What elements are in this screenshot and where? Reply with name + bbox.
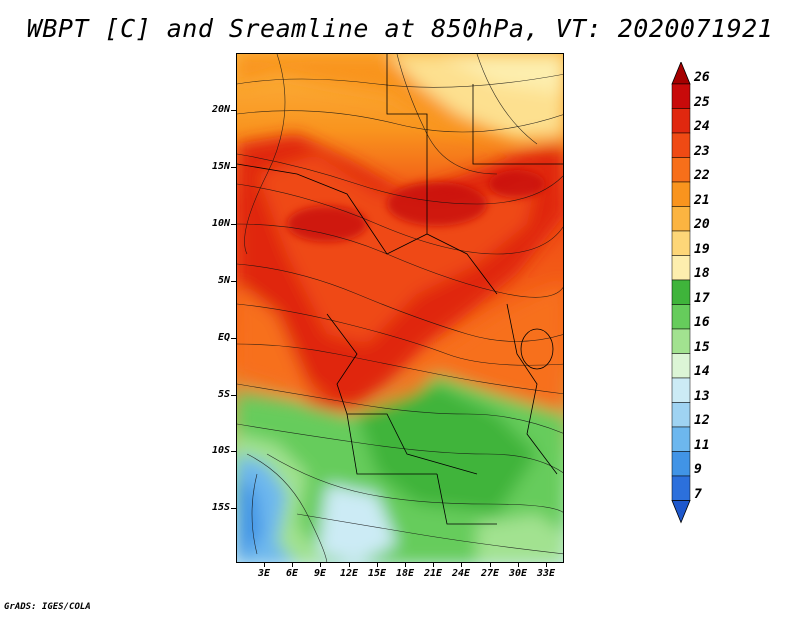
colorbar-swatch: [671, 353, 691, 379]
colorbar-swatch: [671, 402, 691, 428]
colorbar-label: 12: [694, 413, 710, 428]
colorbar-swatch: [671, 451, 691, 477]
lon-label-6e: 6E: [285, 568, 299, 579]
colorbar-swatch: [671, 328, 691, 354]
streamlines: [237, 54, 563, 562]
colorbar-swatch: [671, 206, 691, 232]
colorbar-label: 24: [694, 119, 710, 134]
colorbar-top-arrow: [671, 60, 691, 85]
colorbar-label: 16: [694, 315, 710, 330]
colorbar-label: 7: [694, 486, 702, 502]
colorbar-swatch: [671, 377, 691, 403]
colorbar-swatch: [671, 230, 691, 256]
lon-tick: [461, 563, 462, 567]
lon-tick: [292, 563, 293, 567]
lat-tick: [231, 110, 236, 111]
lat-tick: [231, 338, 236, 339]
lon-label-33e: 33E: [536, 568, 556, 579]
wbpt-field: [237, 54, 563, 562]
lat-label-15n: 15N: [211, 161, 230, 172]
colorbar-swatch: [671, 181, 691, 207]
lat-tick: [231, 451, 236, 452]
colorbar-swatch: [671, 157, 691, 183]
lat-label-eq: EQ: [217, 332, 230, 343]
lon-tick: [518, 563, 519, 567]
colorbar-swatch: [671, 279, 691, 305]
colorbar-swatch: [671, 255, 691, 281]
map-panel: [236, 53, 564, 563]
lon-tick: [546, 563, 547, 567]
lat-label-5s: 5S: [217, 389, 230, 400]
colorbar-graphic: [671, 60, 691, 524]
colorbar-label: 23: [694, 143, 710, 159]
lon-tick: [349, 563, 350, 567]
colorbar: [671, 60, 691, 562]
lon-tick: [433, 563, 434, 567]
colorbar-swatch: [671, 475, 691, 501]
lat-tick: [231, 395, 236, 396]
colorbar-label: 15: [694, 339, 710, 355]
lon-label-3e: 3E: [257, 568, 271, 579]
lake-outline: [520, 328, 554, 370]
lon-label-21e: 21E: [423, 568, 443, 579]
lon-label-18e: 18E: [395, 568, 415, 579]
colorbar-label: 20: [694, 217, 710, 232]
colorbar-swatch: [671, 83, 691, 109]
lon-label-12e: 12E: [339, 568, 359, 579]
lat-label-10n: 10N: [211, 218, 230, 229]
lat-label-20n: 20N: [211, 104, 230, 115]
colorbar-label: 11: [694, 437, 710, 453]
chart-title: WBPT [C] and Sreamline at 850hPa, VT: 20…: [26, 14, 774, 43]
lon-tick: [377, 563, 378, 567]
lon-label-30e: 30E: [508, 568, 528, 579]
lat-tick: [231, 508, 236, 509]
lon-tick: [490, 563, 491, 567]
colorbar-label: 25: [694, 94, 710, 110]
colorbar-label: 26: [694, 70, 710, 85]
lat-tick: [231, 224, 236, 225]
colorbar-label: 19: [694, 241, 710, 257]
colorbar-swatch: [671, 304, 691, 330]
lat-label-15s: 15S: [211, 502, 230, 513]
lon-label-27e: 27E: [480, 568, 500, 579]
lon-label-24e: 24E: [451, 568, 471, 579]
lon-tick: [320, 563, 321, 567]
lat-label-5n: 5N: [217, 275, 230, 286]
lat-tick: [231, 167, 236, 168]
colorbar-swatch: [671, 426, 691, 452]
lat-tick: [231, 281, 236, 282]
lon-tick: [264, 563, 265, 567]
lat-label-10s: 10S: [211, 445, 230, 456]
colorbar-label: 21: [694, 192, 710, 208]
colorbar-label: 14: [694, 364, 710, 379]
footer-credit: GrADS: IGES/COLA: [4, 602, 91, 612]
colorbar-swatch: [671, 108, 691, 134]
colorbar-label: 18: [694, 266, 710, 281]
colorbar-label: 17: [694, 290, 710, 306]
colorbar-label: 13: [694, 388, 710, 404]
colorbar-label: 9: [694, 462, 702, 477]
colorbar-swatch: [671, 132, 691, 158]
lon-label-15e: 15E: [367, 568, 387, 579]
lon-tick: [405, 563, 406, 567]
country-borders: [237, 54, 563, 525]
lon-label-9e: 9E: [313, 568, 327, 579]
colorbar-bottom-arrow: [671, 500, 691, 524]
colorbar-label: 22: [694, 168, 710, 183]
